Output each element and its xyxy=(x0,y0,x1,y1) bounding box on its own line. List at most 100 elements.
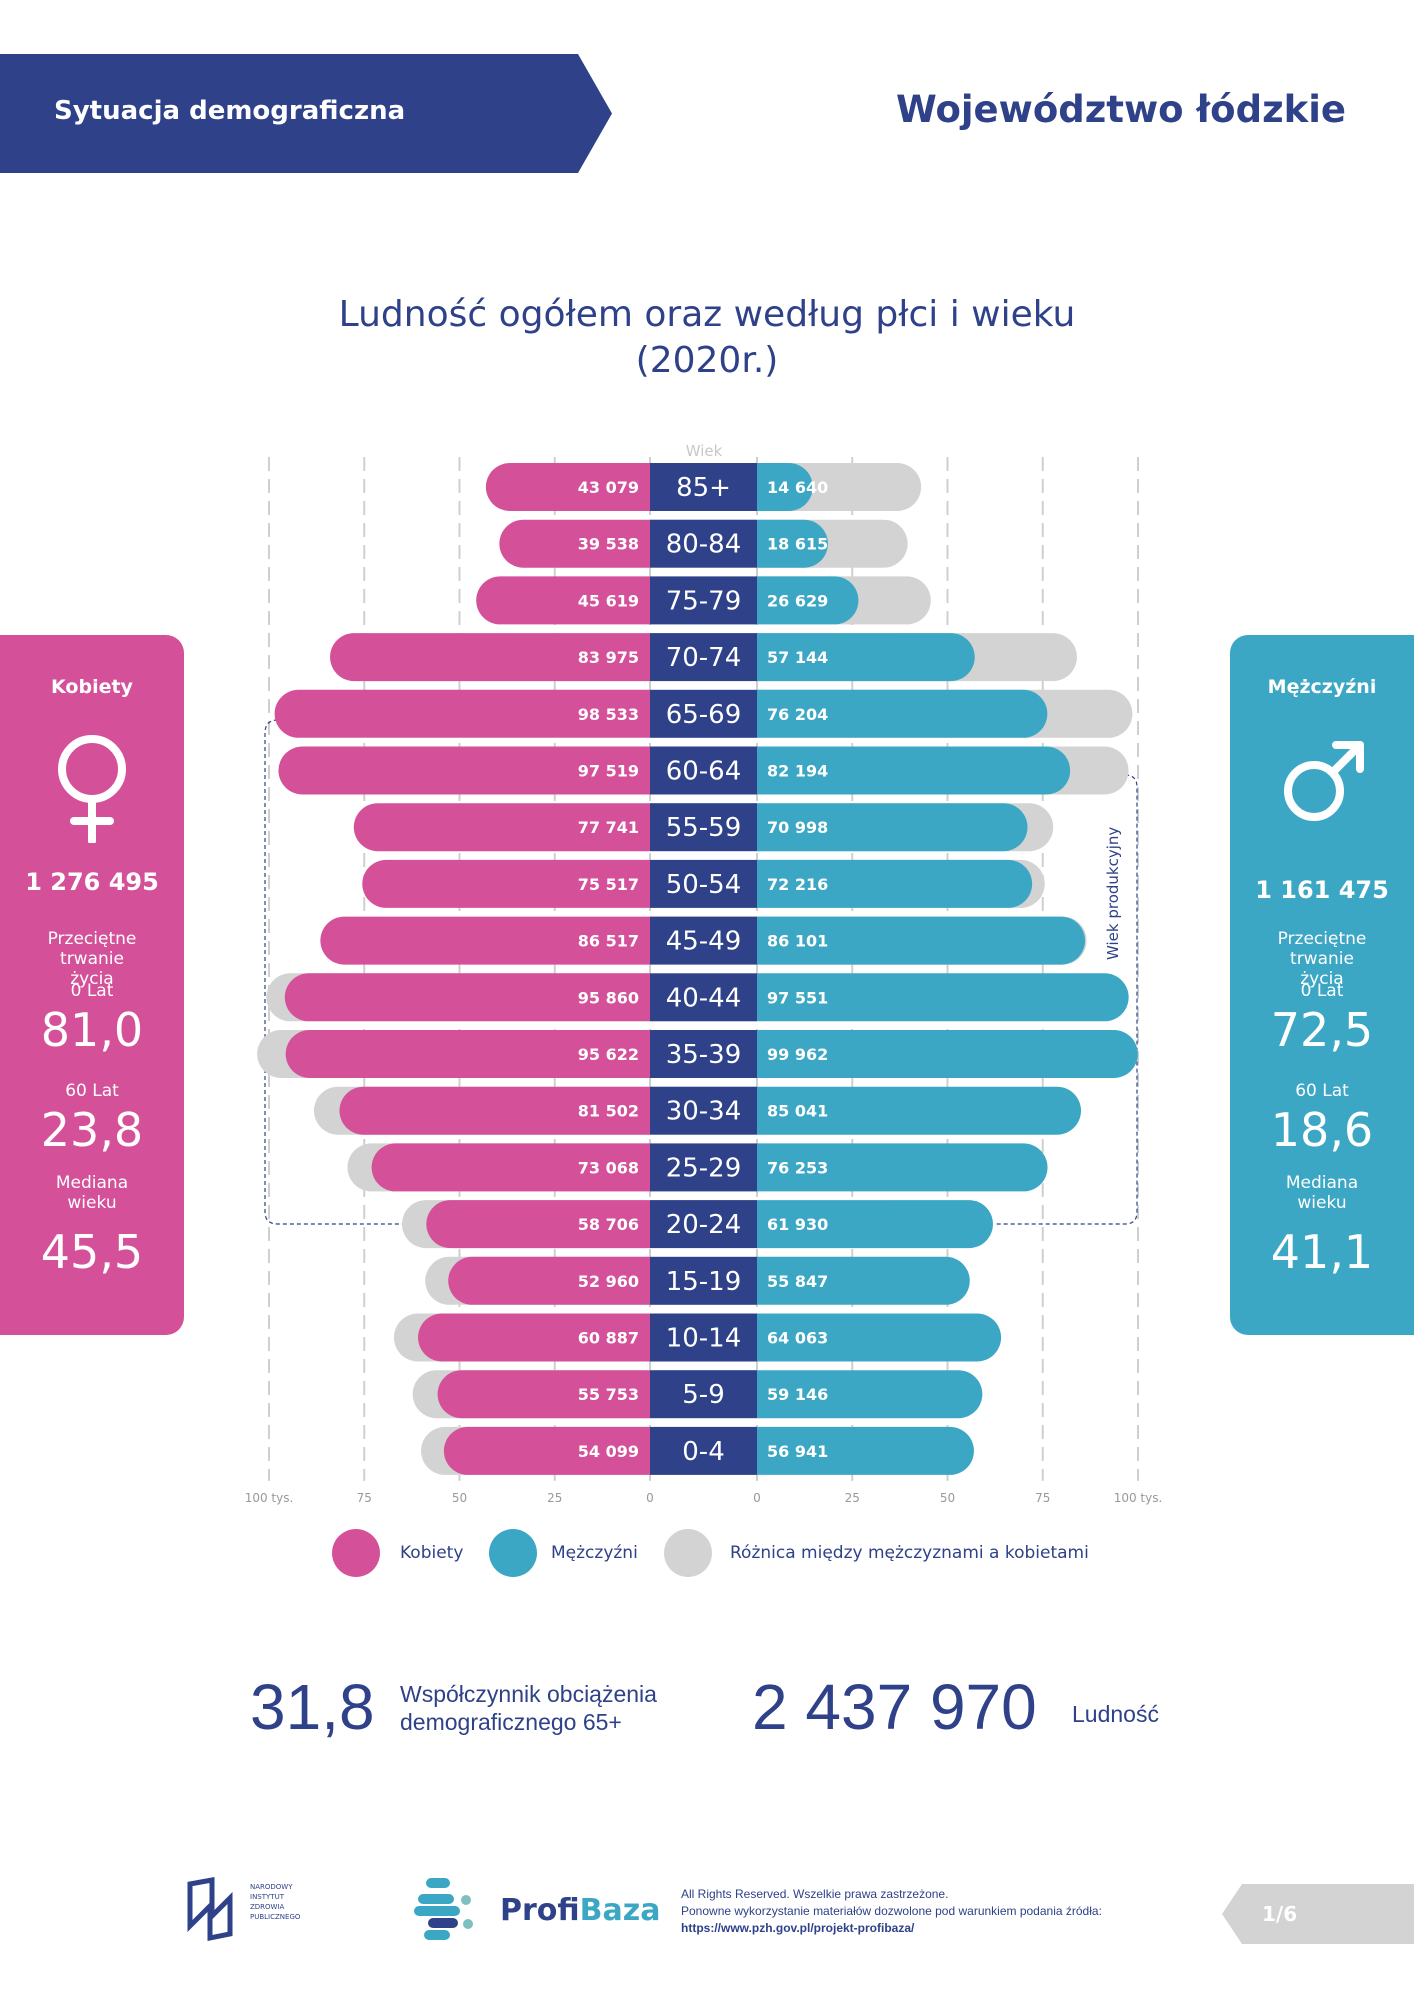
age-cell xyxy=(650,633,757,682)
legend-swatch-difference xyxy=(664,1529,712,1577)
male-value-label: 26 629 xyxy=(767,591,828,610)
female-value-label: 54 099 xyxy=(578,1442,639,1461)
male-value-label: 64 063 xyxy=(767,1329,828,1348)
profibaza-logo-icon xyxy=(414,1878,473,1940)
female-age60-label: 60 Lat xyxy=(65,1081,119,1101)
age-cell xyxy=(650,463,757,511)
female-bar xyxy=(476,576,650,625)
svg-text:PUBLICZNEGO: PUBLICZNEGO xyxy=(250,1913,301,1921)
tick-label-right: 100 tys. xyxy=(1114,1491,1163,1505)
age-cell xyxy=(650,1313,757,1362)
age-cell xyxy=(650,1143,757,1192)
svg-text:NARODOWY: NARODOWY xyxy=(250,1883,293,1891)
female-median-label: Mediana wieku xyxy=(55,1173,129,1213)
age-cell xyxy=(650,1426,757,1475)
female-bar xyxy=(278,746,650,795)
age-group-label: 25-29 xyxy=(666,1153,742,1183)
female-bar xyxy=(285,1030,650,1078)
male-value-label: 99 962 xyxy=(767,1045,828,1064)
male-bar xyxy=(757,463,813,511)
tick-label-left: 50 xyxy=(452,1491,467,1505)
legend-label-male: Mężczyźni xyxy=(551,1543,638,1563)
age-group-label: 35-39 xyxy=(666,1040,742,1070)
chart-title: Ludność ogółem oraz według płci i wieku xyxy=(338,294,1076,335)
age-cell xyxy=(650,973,757,1022)
female-bar xyxy=(339,1086,650,1135)
male-symbol-icon xyxy=(1284,741,1364,821)
male-bar xyxy=(757,916,1086,965)
female-median-value: 45,5 xyxy=(40,1225,144,1279)
age-cell xyxy=(650,1030,757,1078)
female-value-label: 73 068 xyxy=(578,1158,639,1177)
age-group-label: 50-54 xyxy=(666,870,742,900)
age-cell xyxy=(650,803,757,852)
region-title: Województwo łódzkie xyxy=(895,88,1346,131)
female-bar xyxy=(362,859,650,908)
age-group-label: 75-79 xyxy=(666,586,742,616)
male-value-label: 56 941 xyxy=(767,1442,828,1461)
male-value-label: 85 041 xyxy=(767,1102,828,1121)
age-group-label: 40-44 xyxy=(666,983,742,1013)
female-value-label: 95 860 xyxy=(578,988,639,1007)
age-cell xyxy=(650,1086,757,1135)
age-cell xyxy=(650,859,757,908)
female-bar xyxy=(499,519,650,568)
tick-label-left: 25 xyxy=(547,1491,562,1505)
male-bar xyxy=(757,689,1048,738)
male-panel: Mężczyźni 1 161 475 Przeciętne trwanie ż… xyxy=(1230,635,1414,1335)
age-group-label: 5-9 xyxy=(682,1380,724,1410)
male-bar xyxy=(757,1030,1138,1078)
female-value-label: 77 741 xyxy=(578,818,639,837)
female-value-label: 43 079 xyxy=(578,478,639,497)
age-cell xyxy=(650,746,757,795)
female-bar xyxy=(448,1256,650,1305)
legend-label-female: Kobiety xyxy=(400,1543,464,1563)
male-title: Mężczyźni xyxy=(1267,676,1377,698)
age-group-label: 80-84 xyxy=(666,530,742,560)
female-bar xyxy=(330,633,650,682)
male-median-value: 41,1 xyxy=(1270,1225,1374,1279)
tick-label-right: 25 xyxy=(845,1491,860,1505)
female-value-label: 58 706 xyxy=(578,1215,639,1234)
population-value: 2 437 970 xyxy=(752,1671,1037,1743)
legend-label-difference: Różnica między mężczyznami a kobietami xyxy=(730,1543,1089,1563)
section-title: Sytuacja demograficzna xyxy=(54,96,406,126)
age-cell xyxy=(650,576,757,625)
page-number: 1/6 xyxy=(1262,1902,1298,1926)
female-bar xyxy=(353,803,650,852)
male-age0-label: 0 Lat xyxy=(1300,981,1344,1001)
male-bar xyxy=(757,1143,1048,1192)
male-median-label: Mediana wieku xyxy=(1285,1173,1359,1213)
dependency-ratio-value: 31,8 xyxy=(250,1671,375,1743)
working-age-bracket-right xyxy=(995,774,1138,1225)
footer-rights: All Rights Reserved. Wszelkie prawa zast… xyxy=(681,1887,949,1901)
footer-url[interactable]: https://www.pzh.gov.pl/projekt-profibaza… xyxy=(681,1921,915,1935)
age-group-label: 70-74 xyxy=(666,643,742,673)
population-pyramid-chart: 0 0 25 25 50 50 75 75 100 tys. 100 tys. Wiek Wiek p… xyxy=(245,442,1163,1505)
legend-swatch-male xyxy=(489,1529,537,1577)
tick-label-left: 75 xyxy=(357,1491,372,1505)
female-value-label: 97 519 xyxy=(578,762,639,781)
female-value-label: 75 517 xyxy=(578,875,639,894)
female-bar xyxy=(418,1313,650,1362)
female-value-label: 98 533 xyxy=(578,705,639,724)
female-value-label: 86 517 xyxy=(578,932,639,951)
age-group-label: 55-59 xyxy=(666,813,742,843)
age-group-label: 65-69 xyxy=(666,700,742,730)
male-bar xyxy=(757,1370,983,1419)
page-indicator: 1/6 xyxy=(1222,1884,1414,1944)
male-bar xyxy=(757,1426,974,1475)
chart-subtitle: (2020r.) xyxy=(635,340,779,381)
male-value-label: 18 615 xyxy=(767,535,828,554)
tick-label-right: 50 xyxy=(940,1491,955,1505)
population-label: Ludność xyxy=(1072,1701,1159,1727)
working-age-label: Wiek produkcyjny xyxy=(1104,827,1122,960)
dependency-ratio-label: Współczynnik obciążenia demograficznego … xyxy=(400,1681,657,1735)
male-age60-value: 18,6 xyxy=(1270,1103,1374,1157)
male-value-label: 76 204 xyxy=(767,705,828,724)
female-value-label: 60 887 xyxy=(578,1329,639,1348)
male-bar xyxy=(757,576,859,625)
male-bar xyxy=(757,1256,970,1305)
age-group-label: 20-24 xyxy=(666,1210,742,1240)
tick-label-left: 0 xyxy=(646,1491,654,1505)
